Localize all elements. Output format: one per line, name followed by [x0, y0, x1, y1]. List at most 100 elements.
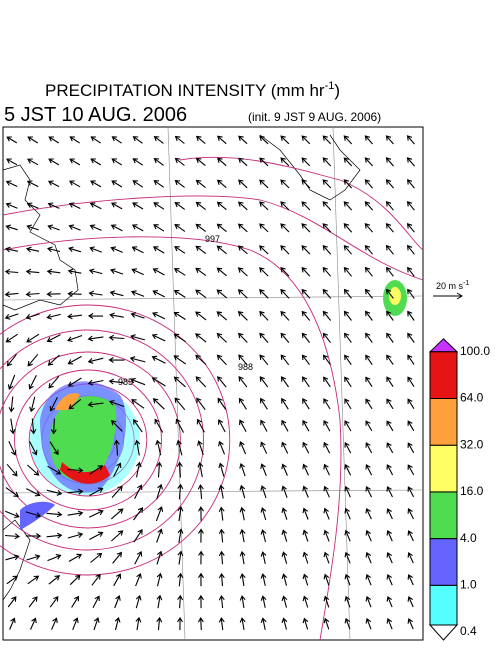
wind-arrow [259, 310, 269, 321]
wind-arrow [365, 376, 373, 388]
wind-arrow [110, 224, 123, 232]
wind-arrow [323, 463, 330, 476]
wind-arrow [302, 485, 309, 498]
wind-arrow [407, 376, 415, 387]
wind-scale-label: 20 m s-1 [436, 280, 469, 291]
wind-arrow [407, 596, 414, 608]
wind-arrow [407, 464, 415, 476]
wind-arrow [87, 313, 104, 319]
wind-arrow [343, 266, 353, 277]
wind-arrow [238, 179, 248, 189]
wind-arrow [302, 507, 309, 520]
wind-arrow [237, 289, 248, 299]
wind-arrow [48, 158, 60, 166]
wind-arrow [90, 158, 102, 166]
wind-arrow [386, 442, 394, 454]
wind-arrow [174, 201, 186, 210]
wind-arrow [280, 223, 290, 233]
map-area: 997 985 988 [0, 126, 424, 641]
colorbar-label: 100.0 [460, 344, 490, 358]
colorbar: 0.4 1.0 4.0 16.0 32.0 64.0 100.0 [428, 338, 490, 641]
wind-arrow [111, 530, 124, 542]
wind-arrow [301, 288, 311, 299]
wind-arrow [177, 616, 183, 631]
wind-arrow [28, 375, 37, 390]
wind-arrow [174, 135, 185, 144]
wind-arrow [385, 135, 394, 145]
wind-arrow [364, 266, 373, 277]
wind-arrow [68, 224, 81, 231]
wind-arrow [280, 201, 290, 211]
wind-arrow [153, 224, 165, 232]
wind-arrow [131, 246, 144, 254]
wind-arrow [406, 157, 415, 167]
wind-arrow [217, 419, 226, 433]
wind-arrow [322, 266, 332, 277]
wind-arrow [87, 401, 104, 408]
wind-arrow [260, 573, 267, 586]
wind-arrow [301, 310, 311, 321]
wind-arrow [8, 396, 15, 413]
wind-arrow [364, 223, 374, 233]
wind-arrow [47, 354, 60, 366]
wind-arrow [385, 200, 394, 211]
wind-arrow [281, 463, 288, 476]
wind-arrow [153, 202, 165, 210]
colorbar-segment [429, 398, 458, 446]
rain-area [50, 396, 117, 481]
coast [259, 134, 361, 201]
valid-time: 5 JST 10 AUG. 2006 [4, 104, 187, 126]
wind-arrow [344, 617, 351, 630]
wind-vectors [4, 135, 415, 631]
wind-arrow [68, 398, 82, 410]
wind-arrow [238, 354, 248, 366]
wind-arrow [25, 291, 40, 298]
wind-arrow [322, 179, 332, 189]
wind-arrow [301, 135, 311, 145]
wind-arrow [5, 202, 18, 209]
wind-arrow [69, 136, 81, 144]
wind-arrow [195, 201, 206, 211]
wind-arrow [87, 357, 104, 364]
wind-arrow [195, 179, 206, 189]
wind-arrow [281, 485, 288, 498]
wind-arrow [89, 246, 102, 253]
wind-arrow [238, 157, 248, 167]
wind-arrow [385, 288, 394, 299]
wind-arrow [407, 398, 415, 409]
wind-arrow [195, 267, 207, 277]
wind-arrow [302, 441, 310, 454]
wind-arrow [259, 332, 269, 343]
wind-arrow [407, 420, 415, 432]
rain-area [60, 462, 110, 484]
wind-arrow [343, 135, 353, 145]
wind-arrow [177, 594, 184, 609]
wind-arrow [176, 461, 183, 478]
wind-arrow [365, 442, 373, 454]
wind-arrow [386, 508, 393, 520]
wind-arrow [344, 485, 351, 498]
wind-arrow [216, 179, 227, 189]
wind-arrow [217, 157, 227, 167]
wind-arrow [8, 440, 17, 456]
isobar [0, 304, 231, 576]
wind-arrow [364, 288, 373, 299]
wind-arrow [195, 376, 207, 388]
wind-arrow [111, 485, 123, 498]
colorbar-over [428, 338, 459, 353]
wind-arrow [280, 310, 290, 321]
wind-arrow [344, 376, 352, 388]
wind-arrow [239, 617, 246, 630]
wind-arrow [26, 333, 40, 343]
wind-arrow [259, 157, 269, 167]
wind-arrow [195, 354, 207, 365]
wind-arrow [131, 224, 144, 232]
wind-arrow [47, 180, 60, 188]
wind-arrow [46, 268, 61, 275]
wind-arrow [302, 595, 309, 608]
wind-arrow [364, 245, 373, 255]
wind-arrow [406, 135, 415, 145]
wind-arrow [4, 291, 19, 298]
wind-arrow [25, 533, 42, 539]
wind-arrow [322, 201, 332, 211]
